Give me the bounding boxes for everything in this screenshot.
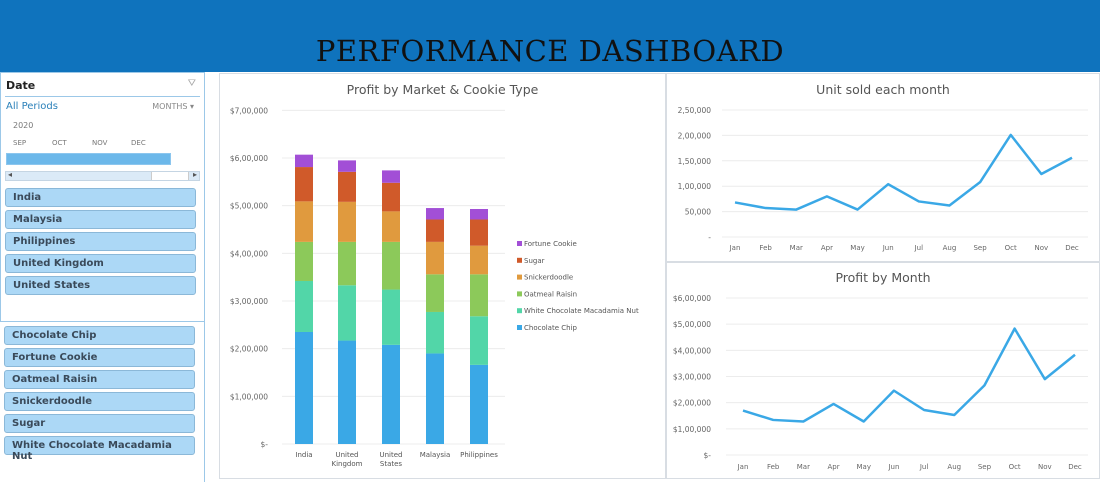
chart-title: Profit by Market & Cookie Type [346,82,539,97]
product-slicer-item-oatmeal-raisin[interactable]: Oatmeal Raisin [4,370,195,389]
units-sold-chart: Unit sold each month [666,73,1100,262]
market-slicer-item-united-kingdom[interactable]: United Kingdom [5,254,196,273]
product-slicer-item-sugar[interactable]: Sugar [4,414,195,433]
market-slicer-item-philippines[interactable]: Philippines [5,232,196,251]
scroll-right-icon[interactable]: ▸ [192,170,197,179]
product-slicer: Chocolate Chip Fortune Cookie Oatmeal Ra… [0,322,205,482]
market-slicer-item-malaysia[interactable]: Malaysia [5,210,196,229]
product-slicer-item-snickerdoodle[interactable]: Snickerdoodle [4,392,195,411]
timeline-month[interactable]: OCT [52,139,67,147]
period-level-dropdown[interactable]: MONTHS ▾ [152,102,194,111]
market-slicer-item-india[interactable]: India [5,188,196,207]
chart-title: Unit sold each month [816,82,950,97]
timeline-selection-bar[interactable] [6,153,171,165]
timeline-month[interactable]: NOV [92,139,108,147]
product-slicer-item-white-chocolate-macadamia-nut[interactable]: White Chocolate Macadamia Nut [4,436,195,462]
product-slicer-item-fortune-cookie[interactable]: Fortune Cookie [4,348,195,367]
all-periods-label: All Periods [6,101,58,112]
period-level-label: MONTHS [152,102,188,111]
product-slicer-item-chocolate-chip[interactable]: Chocolate Chip [4,326,195,345]
timeline-month[interactable]: SEP [13,139,27,147]
date-timeline-slicer: Date ⛛ All Periods MONTHS ▾ 2020 SEP OCT… [0,72,205,322]
header-banner: PERFORMANCE DASHBOARD [0,0,1100,72]
chevron-down-icon: ▾ [189,102,194,111]
profit-by-market-chart: Profit by Market & Cookie Type [219,73,666,479]
date-slicer-title: Date [6,79,36,92]
timeline-scrollbar[interactable]: ◂ ▸ [5,170,200,181]
divider [5,96,200,97]
scrollbar-thumb[interactable] [151,172,189,180]
timeline-year: 2020 [13,121,34,130]
page-title: PERFORMANCE DASHBOARD [315,34,785,68]
filter-clear-icon[interactable]: ⛛ [187,78,196,89]
timeline-month[interactable]: DEC [131,139,146,147]
chart-title: Profit by Month [835,270,931,285]
scroll-left-icon[interactable]: ◂ [8,170,13,179]
market-slicer-item-united-states[interactable]: United States [5,276,196,295]
profit-by-month-chart: Profit by Month [666,262,1100,479]
